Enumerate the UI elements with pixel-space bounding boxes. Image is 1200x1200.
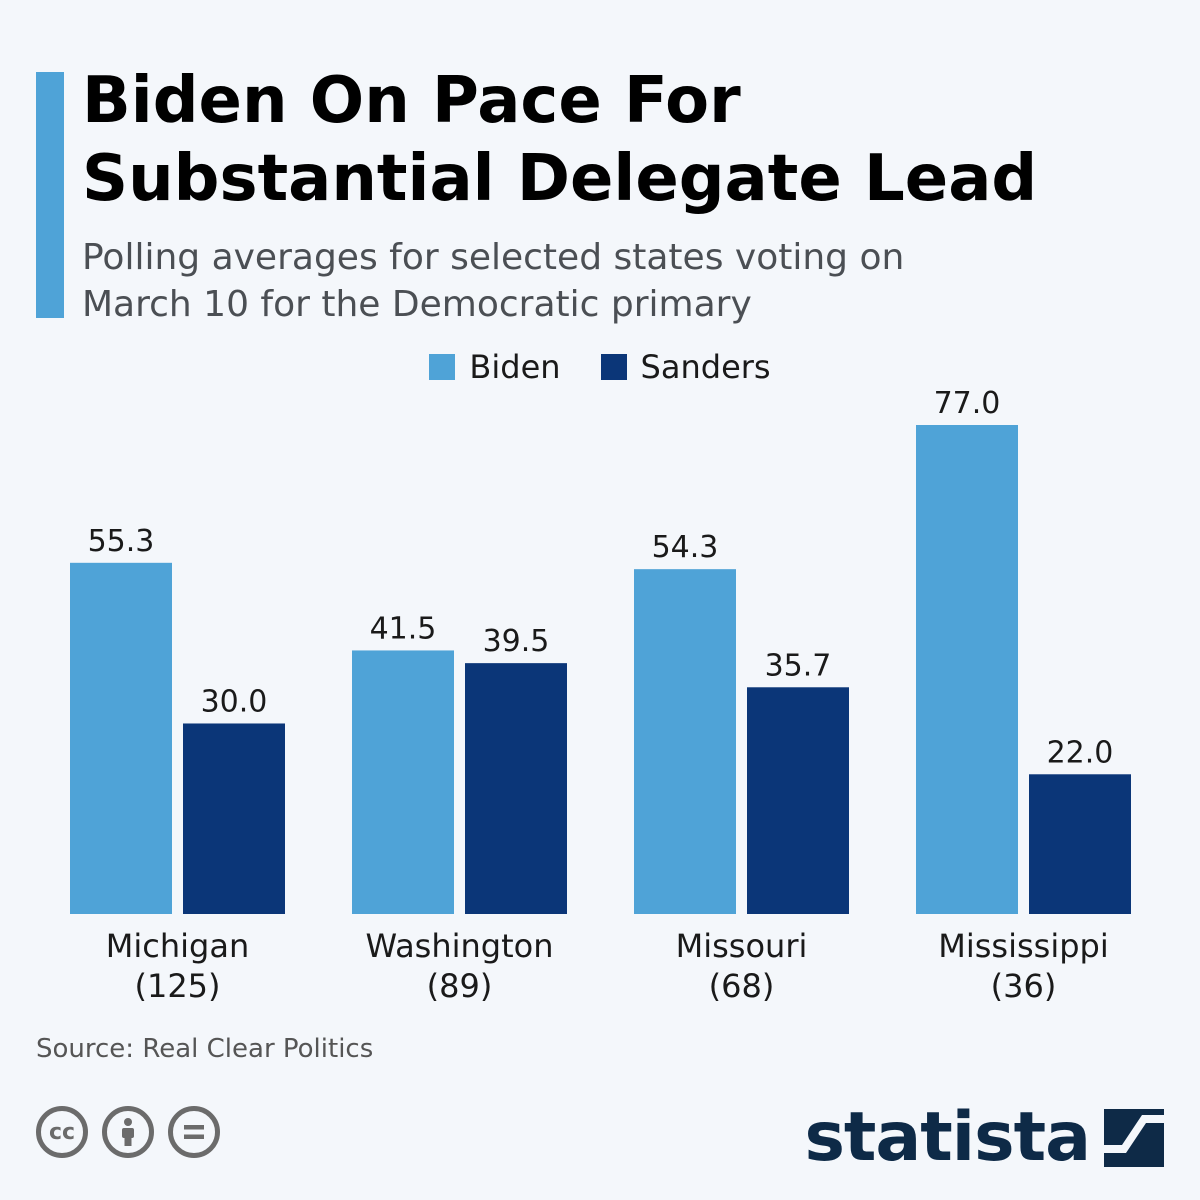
data-label-biden-3: 77.0 [934,386,1001,421]
category-label-0-line-0: Michigan [106,927,249,965]
subtitle-line-2: March 10 for the Democratic primary [82,284,752,325]
title-line-1: Biden On Pace For [82,64,741,138]
data-label-biden-2: 54.3 [652,530,719,565]
data-label-sanders-0: 30.0 [201,684,268,719]
no-derivatives-icon [168,1106,220,1158]
data-label-sanders-3: 22.0 [1047,735,1114,770]
legend-item-biden: Biden [429,348,561,386]
statista-brand: statista [804,1098,1164,1177]
data-label-sanders-2: 35.7 [765,648,832,683]
subtitle-line-1: Polling averages for selected states vot… [82,237,905,278]
category-label-1-line-0: Washington [365,927,553,965]
chart-title: Biden On Pace For Substantial Delegate L… [82,62,1172,218]
category-label-3-line-0: Mississippi [938,927,1108,965]
bar-biden-3 [916,425,1018,914]
bar-sanders-3 [1029,774,1131,914]
data-label-sanders-1: 39.5 [483,624,550,659]
chart-subtitle: Polling averages for selected states vot… [82,234,1172,328]
bar-biden-0 [70,562,172,914]
attribution-icon [102,1106,154,1158]
bar-sanders-1 [465,663,567,914]
legend-swatch-biden [429,354,456,380]
legend-label-biden: Biden [469,348,561,386]
category-label-2-line-0: Missouri [676,927,808,965]
legend-swatch-sanders [600,354,627,380]
title-accent-bar [36,72,64,318]
data-label-biden-1: 41.5 [370,611,437,646]
chart-legend: Biden Sanders [0,348,1200,386]
bar-sanders-2 [747,687,849,914]
category-label-0-line-1: (125) [134,967,220,1005]
title-line-2: Substantial Delegate Lead [82,142,1038,216]
category-label-1-line-1: (89) [427,967,493,1005]
category-label-3-line-1: (36) [991,967,1057,1005]
legend-item-sanders: Sanders [600,348,771,386]
bar-biden-2 [634,569,736,914]
cc-icon: cc [36,1106,88,1158]
source-note: Source: Real Clear Politics [36,1034,374,1064]
statista-logo-text: statista [804,1098,1091,1177]
data-label-biden-0: 55.3 [88,524,155,559]
bar-sanders-0 [183,723,285,914]
license-icons: cc [36,1106,220,1158]
legend-label-sanders: Sanders [640,348,771,386]
bar-biden-1 [352,650,454,914]
statista-logo-icon [1104,1108,1164,1167]
category-label-2-line-1: (68) [709,967,775,1005]
